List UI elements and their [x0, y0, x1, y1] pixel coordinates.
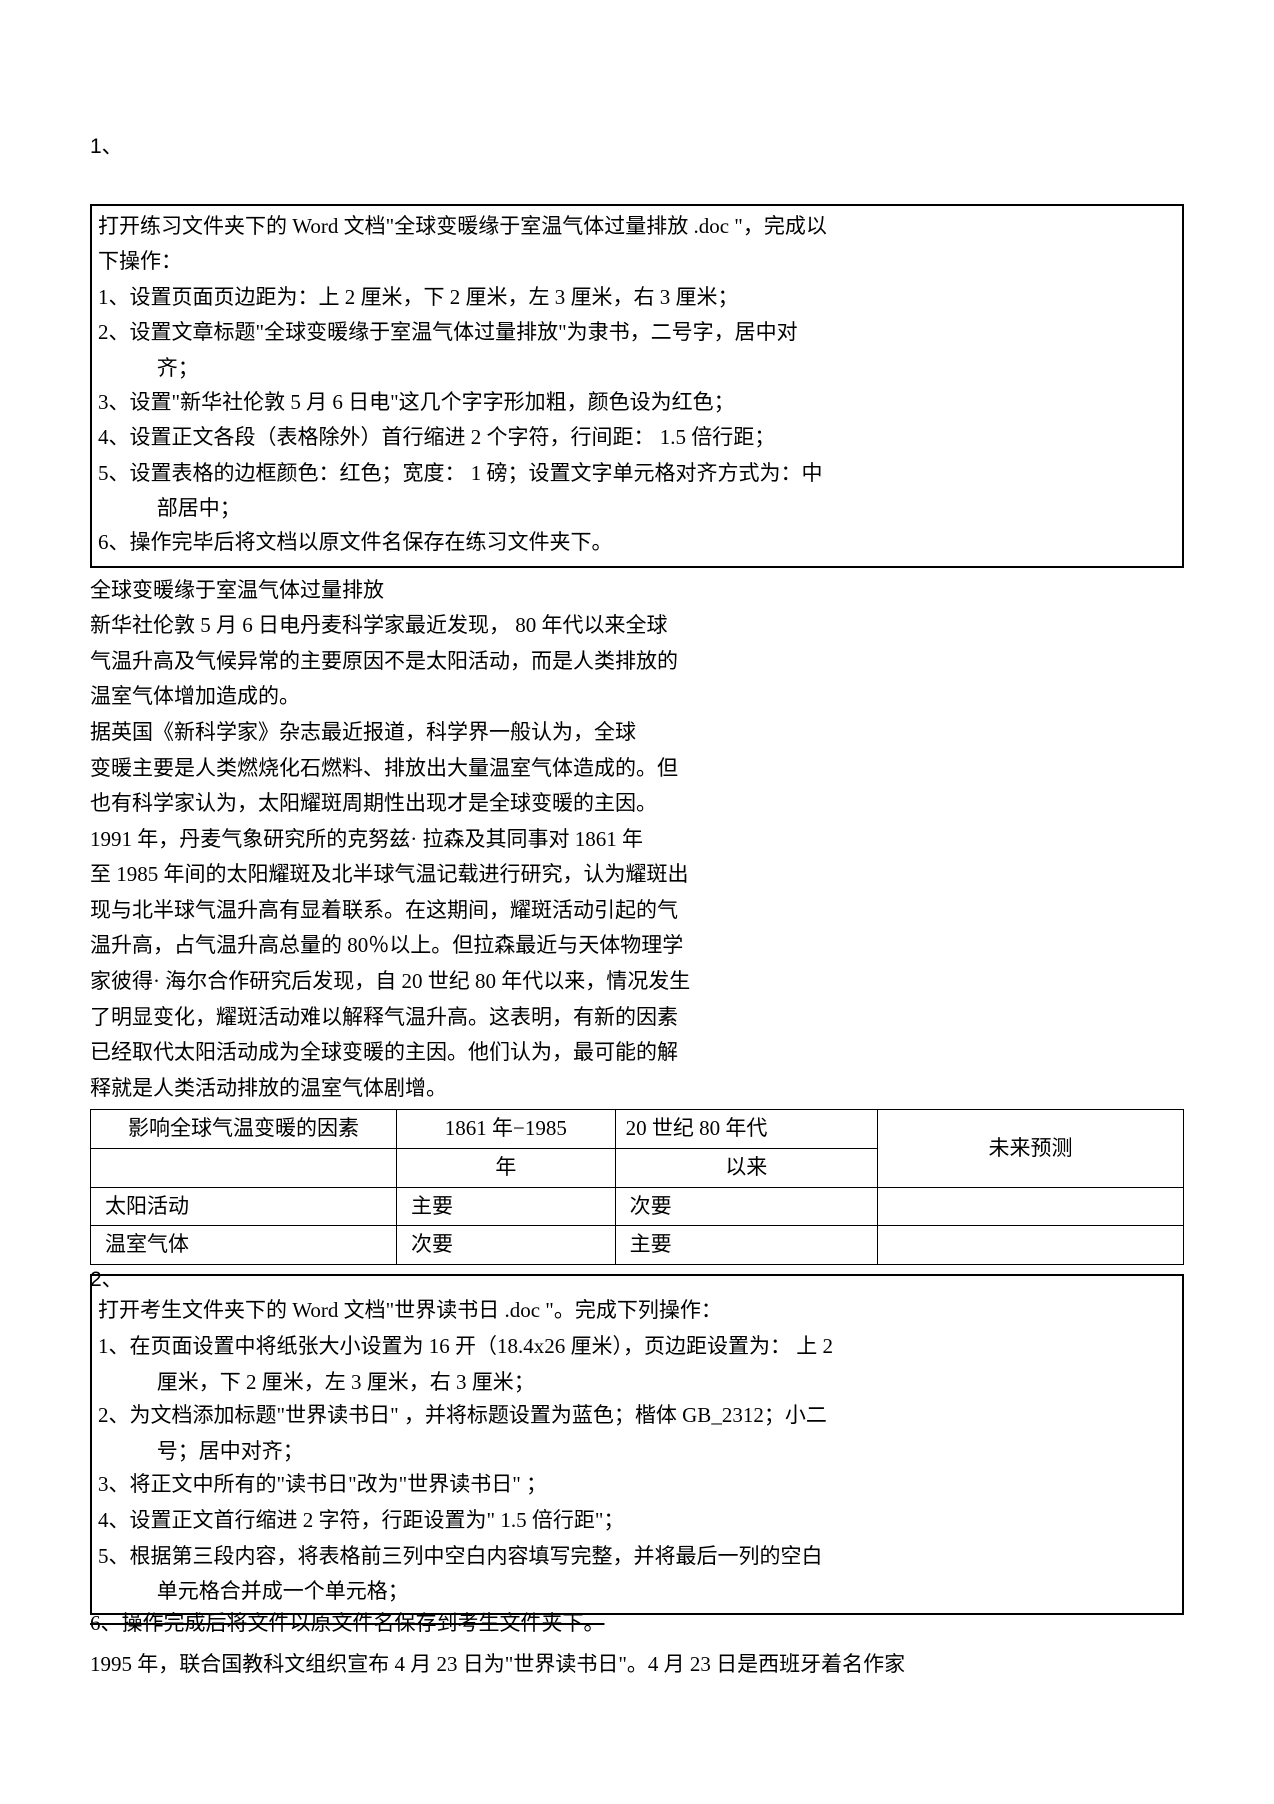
- q1-table: 影响全球气温变暖的因素 1861 年−1985 20 世纪 80 年代 未来预测…: [90, 1109, 1184, 1264]
- item-text: 将正文中所有的"读书日"改为"世界读书日" ；: [130, 1468, 1177, 1502]
- q1-intro-line-a: 打开练习文件夹下的 Word 文档"全球变暖缘于室温气体过量排放 .doc "，…: [98, 210, 1176, 244]
- item-num: 5、: [98, 1540, 130, 1574]
- item-num: 3、: [98, 386, 130, 420]
- body-line: 温升高，占气温升高总量的 80％以上。但拉森最近与天体物理学: [90, 929, 810, 963]
- item-text: 设置正文首行缩进 2 字符，行距设置为" 1.5 倍行距"；: [130, 1504, 1177, 1538]
- item-text: 操作完毕后将文档以原文件名保存在练习文件夹下。: [130, 526, 1177, 560]
- th-future: 未来预测: [877, 1110, 1183, 1187]
- td: 主要: [397, 1187, 616, 1226]
- item-num: 2、: [98, 316, 130, 350]
- body-line: 也有科学家认为，太阳耀斑周期性出现才是全球变暖的主因。: [90, 787, 810, 821]
- body-line: 全球变暖缘于室温气体过量排放: [90, 574, 810, 608]
- table-row: 温室气体 次要 主要: [91, 1226, 1184, 1265]
- q1-item-2: 2、 设置文章标题"全球变暖缘于室温气体过量排放"为隶书，二号字，居中对: [98, 316, 1176, 350]
- td: 次要: [615, 1187, 877, 1226]
- body-line: 温室气体增加造成的。: [90, 680, 810, 714]
- item-num: 6、: [98, 526, 130, 560]
- body-line: 释就是人类活动排放的温室气体剧增。: [90, 1072, 810, 1106]
- td: [877, 1187, 1183, 1226]
- th-factor: 影响全球气温变暖的因素: [91, 1110, 397, 1149]
- td: 太阳活动: [91, 1187, 397, 1226]
- q1-item-5-cont: 部居中；: [98, 492, 1176, 526]
- item-text: 设置"新华社伦敦 5 月 6 日电"这几个字字形加粗，颜色设为红色；: [130, 386, 1177, 420]
- body-line: 气温升高及气候异常的主要原因不是太阳活动，而是人类排放的: [90, 645, 810, 679]
- q2-item-6-outside: 6、操作完成后将文件以原文件名保存到考生文件夹下。: [90, 1607, 1184, 1641]
- item-num: 2、: [98, 1399, 130, 1433]
- item-text: 设置正文各段（表格除外）首行缩进 2 个字符，行间距： 1.5 倍行距；: [130, 421, 1177, 455]
- body-line: 据英国《新科学家》杂志最近报道，科学界一般认为，全球: [90, 716, 810, 750]
- question-1-number: 1、: [90, 130, 1184, 164]
- item-text: 在页面设置中将纸张大小设置为 16 开（18.4x26 厘米），页边距设置为： …: [130, 1330, 1177, 1364]
- q1-item-5: 5、 设置表格的边框颜色：红色；宽度： 1 磅；设置文字单元格对齐方式为：中: [98, 457, 1176, 491]
- item-text: 设置页面页边距为：上 2 厘米，下 2 厘米，左 3 厘米，右 3 厘米；: [130, 281, 1177, 315]
- td: 温室气体: [91, 1226, 397, 1265]
- item-num: 4、: [98, 1504, 130, 1538]
- body-line: 新华社伦敦 5 月 6 日电丹麦科学家最近发现， 80 年代以来全球: [90, 609, 810, 643]
- q2-item-5-cont: 单元格合并成一个单元格；: [98, 1575, 1176, 1609]
- q2-item-1-cont: 厘米，下 2 厘米，左 3 厘米，右 3 厘米；: [98, 1366, 1176, 1400]
- body-line: 至 1985 年间的太阳耀斑及北半球气温记载进行研究，认为耀斑出: [90, 858, 810, 892]
- item-num: 5、: [98, 457, 130, 491]
- item-num: 1、: [98, 1330, 130, 1364]
- item-text: 设置表格的边框颜色：红色；宽度： 1 磅；设置文字单元格对齐方式为：中: [130, 457, 1177, 491]
- q2-item-4: 4、 设置正文首行缩进 2 字符，行距设置为" 1.5 倍行距"；: [98, 1504, 1176, 1538]
- q1-item-3: 3、 设置"新华社伦敦 5 月 6 日电"这几个字字形加粗，颜色设为红色；: [98, 386, 1176, 420]
- item-text: 为文档添加标题"世界读书日" ，并将标题设置为蓝色；楷体 GB_2312；小二: [130, 1399, 1177, 1433]
- body-line: 了明显变化，耀斑活动难以解释气温升高。这表明，有新的因素: [90, 1001, 810, 1035]
- body-line: 现与北半球气温升高有显着联系。在这期间，耀斑活动引起的气: [90, 894, 810, 928]
- table-header-row: 影响全球气温变暖的因素 1861 年−1985 20 世纪 80 年代 未来预测: [91, 1110, 1184, 1149]
- th-period2b: 以来: [615, 1149, 877, 1188]
- item-num: 4、: [98, 421, 130, 455]
- q1-body: 全球变暖缘于室温气体过量排放 新华社伦敦 5 月 6 日电丹麦科学家最近发现， …: [90, 574, 810, 1106]
- th-period2a: 20 世纪 80 年代: [615, 1110, 877, 1149]
- item-num: 1、: [98, 281, 130, 315]
- th-period1a: 1861 年−1985: [397, 1110, 616, 1149]
- body-line: 已经取代太阳活动成为全球变暖的主因。他们认为，最可能的解: [90, 1036, 810, 1070]
- td: 主要: [615, 1226, 877, 1265]
- q2-item-2: 2、 为文档添加标题"世界读书日" ，并将标题设置为蓝色；楷体 GB_2312；…: [98, 1399, 1176, 1433]
- q2-item-3: 3、 将正文中所有的"读书日"改为"世界读书日" ；: [98, 1468, 1176, 1502]
- q2-item-5: 5、 根据第三段内容，将表格前三列中空白内容填写完整，并将最后一列的空白: [98, 1540, 1176, 1574]
- q1-item-1: 1、 设置页面页边距为：上 2 厘米，下 2 厘米，左 3 厘米，右 3 厘米；: [98, 281, 1176, 315]
- q1-instruction-box: 打开练习文件夹下的 Word 文档"全球变暖缘于室温气体过量排放 .doc "，…: [90, 204, 1184, 568]
- item-text: 设置文章标题"全球变暖缘于室温气体过量排放"为隶书，二号字，居中对: [130, 316, 1177, 350]
- table-row: 太阳活动 主要 次要: [91, 1187, 1184, 1226]
- th-blank: [91, 1149, 397, 1188]
- body-line: 家彼得· 海尔合作研究后发现，自 20 世纪 80 年代以来，情况发生: [90, 965, 810, 999]
- q2-instruction-box: 打开考生文件夹下的 Word 文档"世界读书日 .doc "。完成下列操作： 1…: [90, 1274, 1184, 1614]
- q1-intro-line-b: 下操作：: [98, 245, 1176, 279]
- item-text: 根据第三段内容，将表格前三列中空白内容填写完整，并将最后一列的空白: [130, 1540, 1177, 1574]
- q1-item-6: 6、 操作完毕后将文档以原文件名保存在练习文件夹下。: [98, 526, 1176, 560]
- q2-item-1: 1、 在页面设置中将纸张大小设置为 16 开（18.4x26 厘米），页边距设置…: [98, 1330, 1176, 1364]
- td: 次要: [397, 1226, 616, 1265]
- q2-item-2-cont: 号；居中对齐；: [98, 1435, 1176, 1469]
- q1-item-2-cont: 齐；: [98, 352, 1176, 386]
- body-line: 1991 年，丹麦气象研究所的克努兹· 拉森及其同事对 1861 年: [90, 823, 810, 857]
- th-period1b: 年: [397, 1149, 616, 1188]
- body-line: 变暖主要是人类燃烧化石燃料、排放出大量温室气体造成的。但: [90, 752, 810, 786]
- item-num: 3、: [98, 1468, 130, 1502]
- q2-body-line: 1995 年，联合国教科文组织宣布 4 月 23 日为"世界读书日"。4 月 2…: [90, 1648, 1184, 1682]
- q1-item-4: 4、 设置正文各段（表格除外）首行缩进 2 个字符，行间距： 1.5 倍行距；: [98, 421, 1176, 455]
- td: [877, 1226, 1183, 1265]
- q2-intro: 打开考生文件夹下的 Word 文档"世界读书日 .doc "。完成下列操作：: [98, 1294, 1176, 1328]
